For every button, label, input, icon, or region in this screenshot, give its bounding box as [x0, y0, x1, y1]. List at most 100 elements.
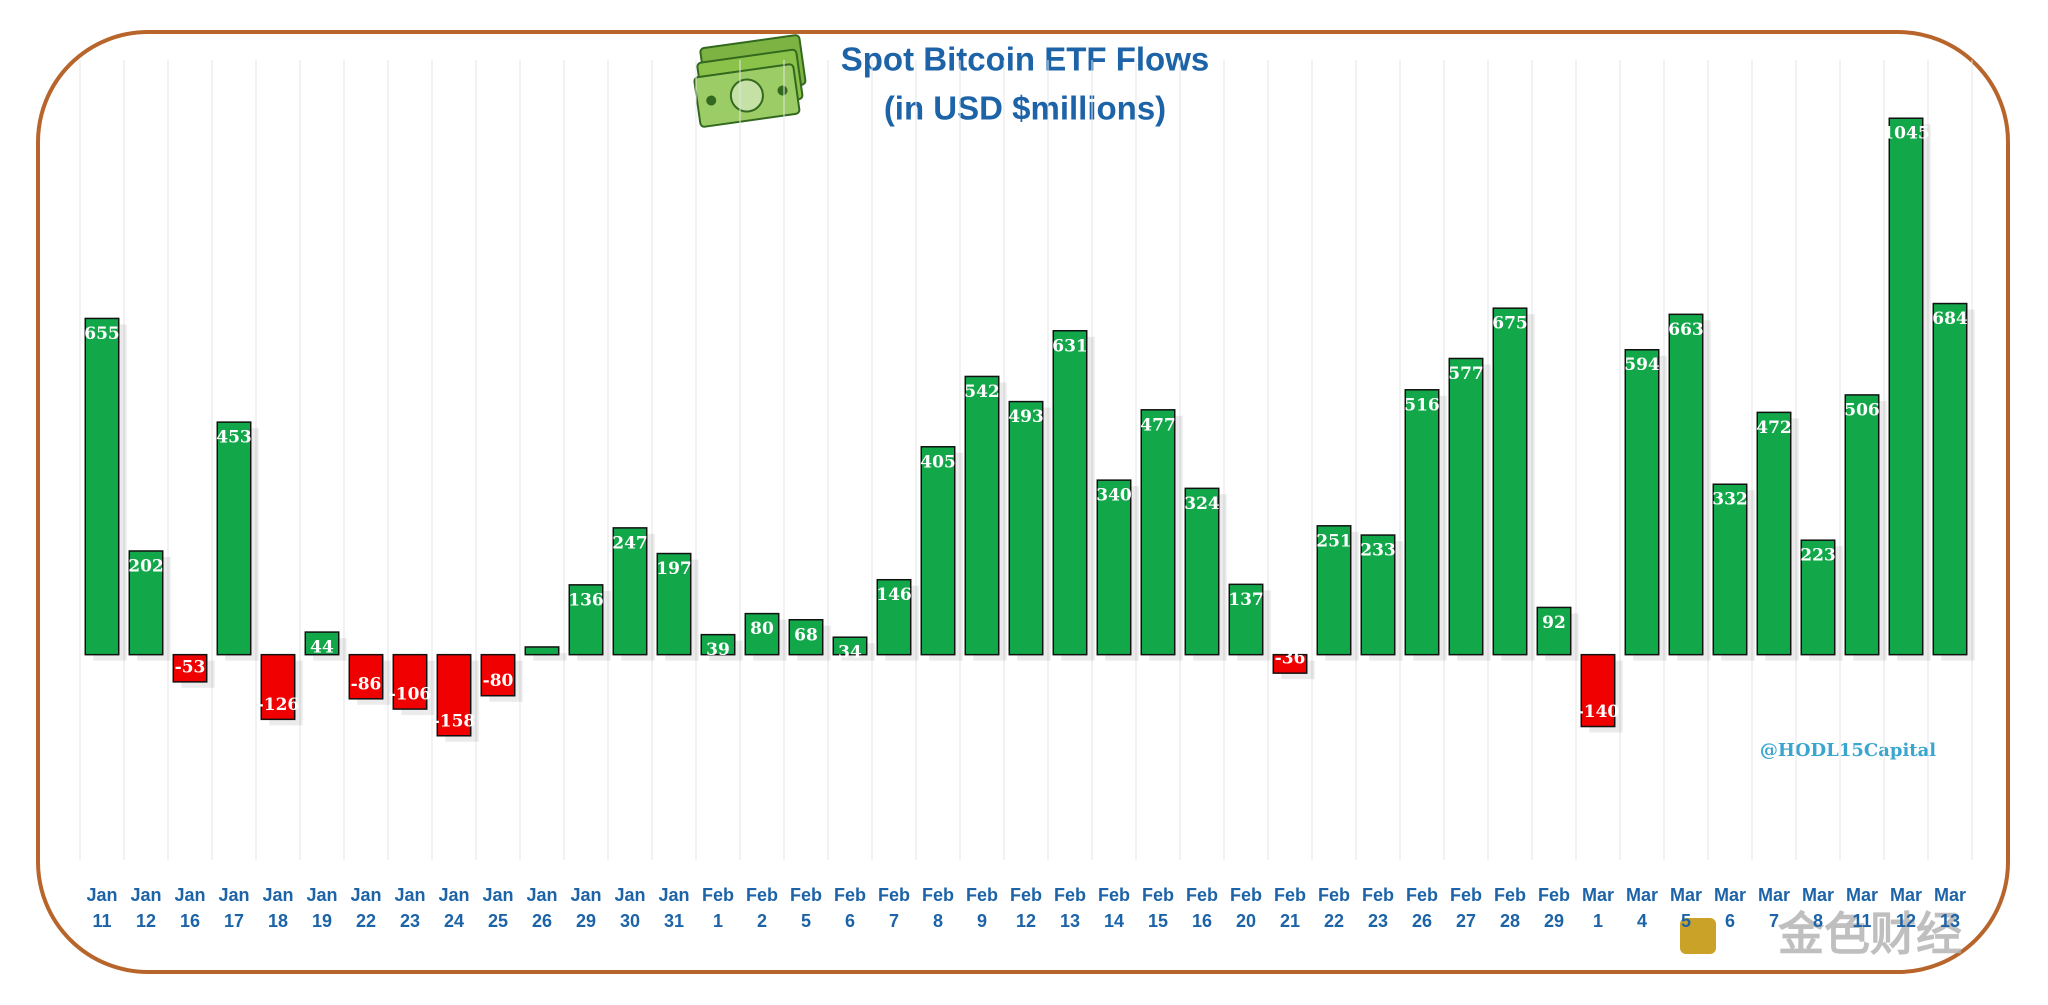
- x-tick-label: Jan 23: [394, 885, 425, 931]
- value-label: 68: [794, 625, 818, 645]
- x-tick-label: Feb 15: [1142, 885, 1174, 931]
- logo-icon: [1680, 918, 1716, 954]
- logo: 金色财经: [1777, 908, 1962, 960]
- x-tick-label: Feb 14: [1098, 885, 1130, 931]
- value-label: -126: [257, 695, 300, 715]
- value-label: 516: [1404, 395, 1440, 415]
- value-label: 223: [1800, 546, 1836, 566]
- value-label: 324: [1184, 494, 1220, 514]
- watermark: @HODL15Capital: [1760, 740, 1936, 761]
- bar: [1360, 534, 1396, 656]
- value-label: 197: [656, 559, 692, 579]
- x-tick-label: Feb 12: [1010, 885, 1042, 931]
- value-label: 202: [128, 556, 164, 576]
- x-tick-label: Feb 2: [746, 885, 778, 931]
- value-label: 453: [216, 428, 252, 448]
- bar: [304, 631, 340, 656]
- value-label: 675: [1492, 314, 1528, 334]
- bar: [612, 527, 648, 656]
- x-tick-label: Jan 29: [570, 885, 601, 931]
- value-label: 92: [1542, 613, 1566, 633]
- value-label: 577: [1448, 364, 1484, 384]
- x-tick-label: Mar 7: [1758, 885, 1790, 931]
- x-tick-label: Jan 16: [174, 885, 205, 931]
- bar: [1096, 479, 1132, 656]
- value-label: 137: [1228, 590, 1264, 610]
- value-label: 247: [612, 533, 648, 553]
- bar: [1140, 409, 1176, 656]
- bar: [744, 612, 780, 656]
- value-label: 472: [1756, 418, 1792, 438]
- bar: [128, 550, 164, 656]
- bar: [568, 584, 604, 656]
- bar: [172, 653, 208, 683]
- value-label: 332: [1712, 490, 1748, 510]
- x-tick-label: Mar 8: [1802, 885, 1834, 931]
- value-label: 663: [1668, 320, 1704, 340]
- bar: [480, 653, 516, 697]
- x-tick-label: Mar 4: [1626, 885, 1658, 931]
- x-tick-label: Jan 11: [86, 885, 117, 931]
- bar: [788, 619, 824, 656]
- x-tick-label: Jan 22: [350, 885, 381, 931]
- x-tick-label: Feb 23: [1362, 885, 1394, 931]
- bar: [1184, 487, 1220, 656]
- bar: [1756, 411, 1792, 656]
- value-label: 34: [838, 643, 862, 663]
- x-tick-label: Jan 30: [614, 885, 645, 931]
- x-tick-label: Feb 16: [1186, 885, 1218, 931]
- x-tick-label: Jan 18: [262, 885, 293, 931]
- x-tick-label: Feb 8: [922, 885, 954, 931]
- bar: [216, 421, 252, 656]
- bar: [1580, 653, 1616, 728]
- bar: [1888, 117, 1924, 656]
- value-label: 655: [84, 324, 120, 344]
- x-tick-label: Feb 26: [1406, 885, 1438, 931]
- value-label: 405: [920, 452, 956, 472]
- bar: [1008, 400, 1044, 656]
- bar: [1536, 606, 1572, 656]
- bar: [392, 653, 428, 710]
- value-label: 506: [1844, 400, 1880, 420]
- x-tick-label: Feb 21: [1274, 885, 1306, 931]
- x-tick-label: Jan 31: [658, 885, 689, 931]
- bar: [876, 578, 912, 656]
- x-tick-label: Feb 7: [878, 885, 910, 931]
- bar: [1668, 313, 1704, 656]
- x-tick-label: Mar 11: [1846, 885, 1878, 931]
- x-tick-label: Feb 27: [1450, 885, 1482, 931]
- x-tick-label: Jan 19: [306, 885, 337, 931]
- value-label: 340: [1096, 486, 1132, 506]
- value-label: 233: [1360, 541, 1396, 561]
- value-label: 1045: [1882, 124, 1929, 144]
- bar: [920, 446, 956, 656]
- value-label: 684: [1932, 309, 1968, 329]
- x-tick-label: Feb 22: [1318, 885, 1350, 931]
- chart-subtitle: (in USD $millions): [884, 90, 1166, 127]
- x-tick-label: Feb 29: [1538, 885, 1570, 931]
- value-label: 80: [750, 619, 774, 639]
- value-label: 251: [1316, 531, 1352, 551]
- value-label: -36: [1275, 649, 1306, 669]
- bar: [1272, 653, 1308, 674]
- bar: [1052, 330, 1088, 656]
- x-tick-label: Mar 5: [1670, 885, 1702, 931]
- x-tick-label: Feb 9: [966, 885, 998, 931]
- bar: [1800, 539, 1836, 656]
- value-label: 631: [1052, 336, 1088, 356]
- bar: [524, 646, 560, 656]
- x-tick-label: Feb 20: [1230, 885, 1262, 931]
- value-label: -106: [389, 685, 432, 705]
- bar: [832, 636, 868, 656]
- x-tick-label: Jan 25: [482, 885, 513, 931]
- x-tick-label: Mar 1: [1582, 885, 1614, 931]
- x-tick-label: Feb 1: [702, 885, 734, 931]
- value-label: 594: [1624, 355, 1660, 375]
- value-label: 146: [876, 585, 912, 605]
- value-label: -158: [433, 711, 476, 731]
- value-label: 493: [1008, 407, 1044, 427]
- bar: [348, 653, 384, 700]
- value-label: 477: [1140, 415, 1176, 435]
- bar: [1492, 307, 1528, 656]
